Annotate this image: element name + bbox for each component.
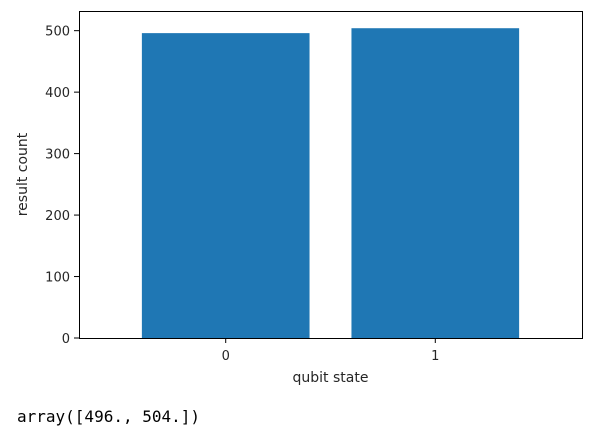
x-tick-label: 1 [431,349,439,364]
y-axis-label: result count [15,132,31,216]
bars-layer [141,28,520,339]
y-tick-label: 0 [62,332,70,347]
y-tick-label: 200 [45,209,70,224]
y-tick-label: 500 [45,25,70,40]
plot-frame [79,11,583,339]
y-axis-ticks: 0 100 200 300 400 500 [45,25,79,347]
y-tick-label: 400 [45,86,70,101]
array-output: array([496., 504.]) [17,407,201,426]
bar-0 [141,33,310,339]
x-axis-label: qubit state [293,370,369,386]
y-tick-label: 100 [45,271,70,286]
y-tick-label: 300 [45,148,70,163]
x-tick-label: 0 [222,349,230,364]
bar-1 [351,28,520,339]
